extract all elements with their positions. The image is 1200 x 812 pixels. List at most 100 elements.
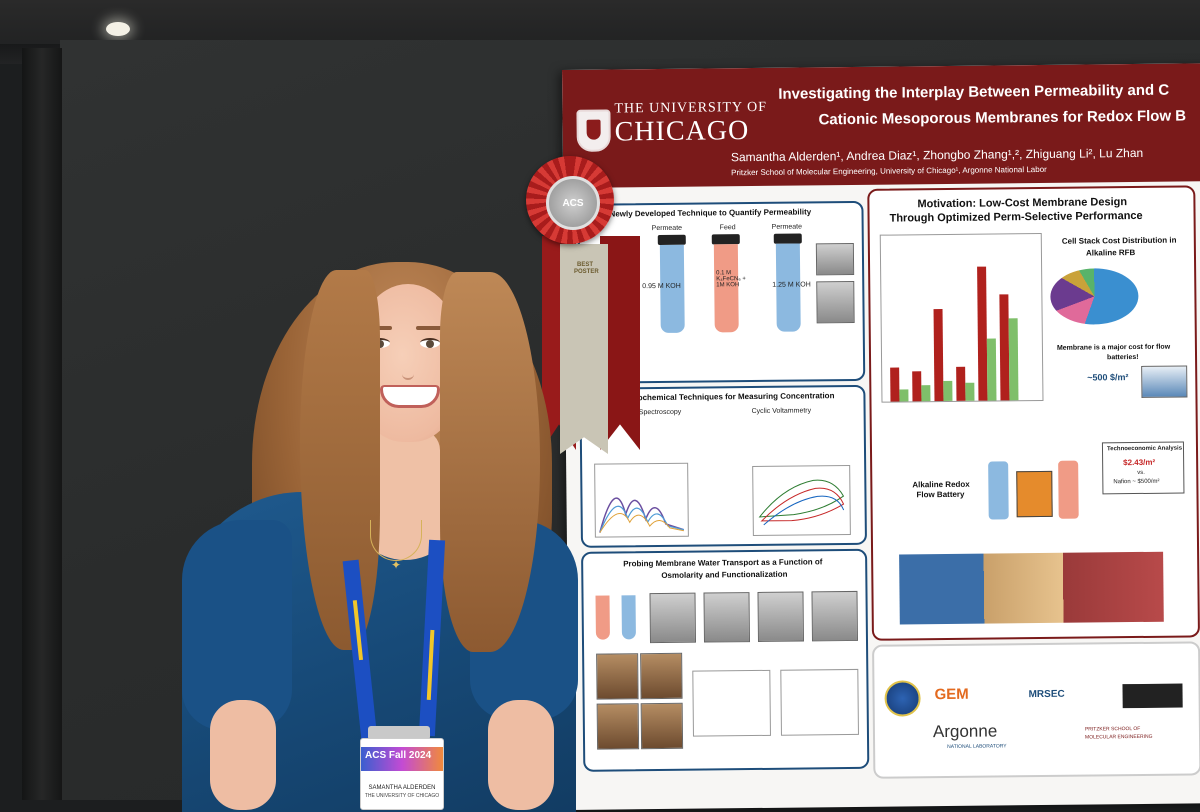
membrane-structure-image: [899, 551, 1164, 625]
permeate-tube-small: [621, 595, 636, 640]
water-plot-2: [780, 668, 859, 736]
tube-cap: [711, 234, 740, 245]
permeate-label-2: Permeate: [771, 223, 803, 231]
cost-title-1: Cell Stack Cost Distribution in: [1061, 235, 1177, 246]
experiment-photo: [757, 591, 804, 642]
ribbon-tail-center: [560, 244, 608, 454]
arm-right: [488, 700, 554, 810]
techno-value: $2.43/m²: [1123, 457, 1156, 468]
techno-nafion: Nafion ~ $500/m²: [1113, 478, 1160, 486]
experiment-photo: [703, 592, 751, 643]
battery-cell: [1016, 470, 1053, 518]
panel-electrochem-title: Electrochemical Techniques for Measuring…: [615, 391, 835, 403]
panel-motivation: Motivation: Low-Cost Membrane Design Thr…: [867, 185, 1200, 641]
chart-bar: [977, 266, 988, 401]
tube-cap: [657, 234, 686, 246]
membrane-cost: ~500 $/m²: [1087, 372, 1129, 383]
eye-left: [370, 338, 390, 348]
permeate-conc: 0.95 M KOH: [642, 282, 681, 291]
battery-label-2: Flow Battery: [916, 489, 965, 500]
gem-logo: GEM: [934, 685, 969, 704]
star-pendant-icon: ✦: [391, 558, 402, 572]
lanyard-stripe: [352, 600, 364, 661]
smile: [380, 385, 440, 408]
mrsec-logo: MRSEC: [1028, 688, 1065, 701]
techno-title: Technoeconomic Analysis: [1106, 445, 1183, 453]
chart-bar: [899, 389, 909, 402]
sample-photo: [640, 702, 684, 750]
badge-event: ACS Fall 2024: [365, 750, 432, 761]
nsf-atmems-logo-icon: [1122, 683, 1183, 709]
cost-pie-chart: [1050, 267, 1139, 325]
battery-tank-left: [988, 461, 1009, 520]
battery-tank-right: [1058, 460, 1079, 519]
feed-tube-small: [595, 595, 610, 640]
eyebrow-right: [416, 326, 442, 330]
argonne-sub: NATIONAL LABORATORY: [947, 743, 1007, 751]
nsf-logo-icon: [884, 680, 921, 717]
badge-band: [361, 747, 443, 771]
ceiling-light: [106, 22, 130, 36]
poster-header: THE UNIVERSITY OF CHICAGO Investigating …: [562, 63, 1200, 188]
membrane-note-1: Membrane is a major cost for flow: [1056, 343, 1171, 352]
experiment-photo: [649, 592, 697, 644]
eye-right: [420, 338, 440, 348]
poster-title-line2: Cationic Mesoporous Membranes for Redox …: [818, 107, 1187, 129]
arm-left: [210, 700, 276, 810]
chart-bar: [921, 385, 931, 402]
techno-box: Technoeconomic Analysis $2.43/m² vs. Naf…: [1101, 441, 1185, 495]
poster-affiliation: Pritzker School of Molecular Engineering…: [731, 164, 1047, 178]
rosette-center-logo: ACS: [546, 176, 600, 230]
lcos-bar-chart: [879, 232, 1044, 403]
battery-label-1: Alkaline Redox: [912, 479, 970, 490]
sample-photo: [640, 652, 683, 700]
hair-front-left: [300, 270, 380, 650]
panel-permeability-title: Newly Developed Technique to Quantify Pe…: [609, 207, 812, 219]
cv-label: Cyclic Voltammetry: [751, 407, 812, 416]
chart-bar: [890, 367, 900, 402]
university-name-main: CHICAGO: [614, 115, 750, 148]
cost-title-2: Alkaline RFB: [1085, 248, 1136, 258]
lanyard-stripe: [426, 629, 435, 701]
panel-electrochem: Electrochemical Techniques for Measuring…: [579, 384, 867, 548]
experiment-photo: [811, 590, 858, 642]
cv-curves: [758, 479, 845, 526]
chart-bar: [943, 380, 953, 402]
cv-plot: [752, 465, 851, 537]
chart-bar: [956, 366, 966, 401]
chart-bar: [1008, 318, 1019, 401]
panel-water-title-1: Probing Membrane Water Transport as a Fu…: [623, 557, 823, 569]
chart-bar: [986, 338, 997, 401]
board-pole: [22, 48, 62, 800]
chart-bar: [912, 371, 922, 402]
water-plot-1: [692, 669, 771, 737]
panel-water-title-2: Osmolarity and Functionalization: [661, 569, 788, 580]
badge-clip: [368, 726, 430, 740]
feed-label: Feed: [719, 224, 736, 232]
setup-photo: [816, 280, 855, 324]
tube-cap: [773, 233, 802, 244]
badge-name: SAMANTHA ALDERDEN: [368, 785, 436, 791]
nose: [402, 356, 414, 380]
name-badge: ACS Fall 2024 SAMANTHA ALDERDEN THE UNIV…: [360, 738, 444, 810]
motivation-title-2: Through Optimized Perm-Selective Perform…: [889, 209, 1143, 225]
ribbon-tail-text: BEST POSTER: [574, 262, 599, 275]
permeate-conc-2: 1.25 M KOH: [772, 281, 811, 289]
membrane-note-2: batteries!: [1107, 353, 1139, 362]
chart-bar: [933, 309, 944, 402]
feed-conc: 0.1 M K₄FeCN₆ + 1M KOH: [716, 270, 746, 289]
chart-bar: [965, 382, 975, 401]
uvvis-spectra-lines: [599, 497, 685, 533]
setup-photo: [815, 242, 855, 276]
sleeve-left: [182, 520, 292, 730]
techno-vs: vs.: [1137, 469, 1145, 476]
hair-front-right: [440, 272, 540, 652]
poster-title-line1: Investigating the Interplay Between Perm…: [778, 81, 1170, 103]
panel-acknowledgement: GEM MRSEC Argonne NATIONAL LABORATORY PR…: [872, 641, 1200, 779]
pme-logo-1: PRITZKER SCHOOL OF: [1084, 725, 1141, 733]
argonne-logo: Argonne: [932, 721, 998, 742]
uvvis-spectra-plot: [594, 462, 689, 538]
research-poster: THE UNIVERSITY OF CHICAGO Investigating …: [562, 63, 1200, 810]
panel-water-transport: Probing Membrane Water Transport as a Fu…: [581, 548, 870, 772]
membrane-photo: [1141, 365, 1188, 398]
